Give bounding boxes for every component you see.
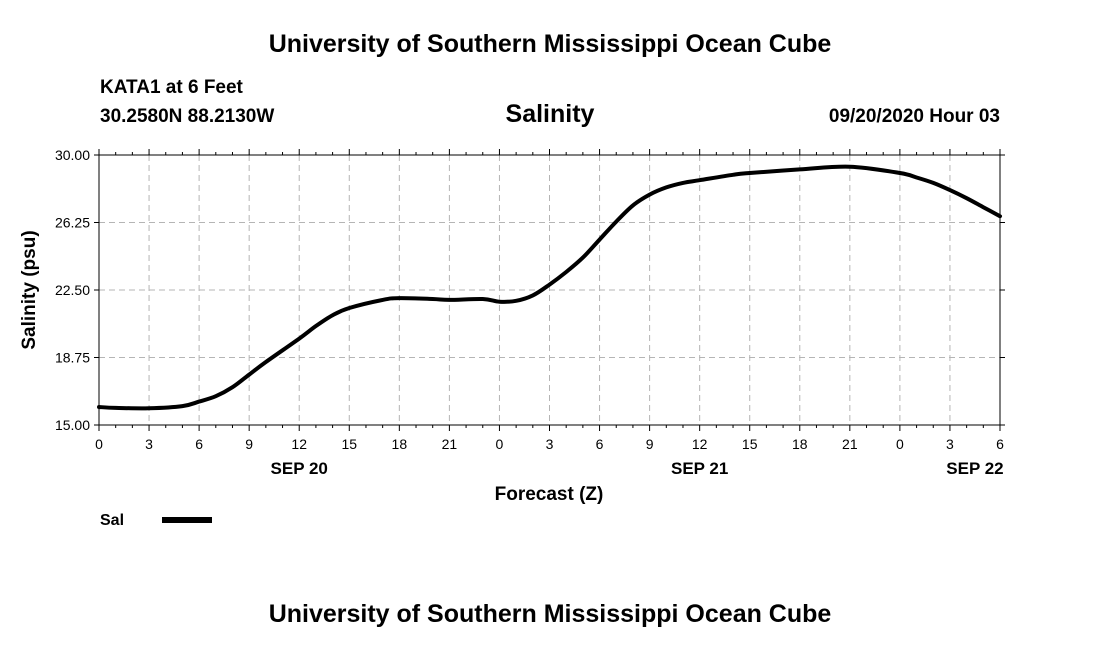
x-tick-label: 18 [392, 436, 408, 452]
date-label: SEP 22 [946, 459, 1003, 478]
date-label: SEP 20 [271, 459, 328, 478]
y-tick-label: 15.00 [55, 417, 90, 433]
forecast-timestamp: 09/20/2020 Hour 03 [828, 106, 1000, 127]
legend-swatch [162, 517, 212, 523]
x-tick-label: 15 [742, 436, 758, 452]
y-tick-label: 22.50 [55, 282, 90, 298]
x-axis-label: Forecast (Z) [495, 484, 604, 505]
x-tick-label: 21 [842, 436, 858, 452]
chart-title: Salinity [505, 100, 595, 128]
x-tick-label: 3 [145, 436, 153, 452]
salinity-series-line [97, 164, 1002, 411]
y-tick-label: 18.75 [55, 350, 90, 366]
x-tick-label: 6 [195, 436, 203, 452]
x-tick-label: 9 [646, 436, 654, 452]
x-tick-label: 12 [692, 436, 708, 452]
x-tick-label: 6 [596, 436, 604, 452]
x-tick-label: 0 [896, 436, 904, 452]
date-label: SEP 21 [671, 459, 728, 478]
x-tick-label: 3 [546, 436, 554, 452]
x-tick-label: 3 [946, 436, 954, 452]
station-label: KATA1 at 6 Feet [100, 77, 243, 98]
footer-title: University of Southern Mississippi Ocean… [268, 600, 832, 628]
x-tick-label: 9 [245, 436, 253, 452]
x-tick-label: 0 [95, 436, 103, 452]
legend-label: Sal [100, 512, 124, 529]
y-tick-label: 30.00 [55, 147, 90, 163]
x-tick-label: 21 [442, 436, 458, 452]
y-tick-label: 26.25 [55, 215, 90, 231]
x-tick-label: 18 [792, 436, 808, 452]
org-title: University of Southern Mississippi Ocean… [268, 30, 832, 58]
station-coords: 30.2580N 88.2130W [100, 106, 275, 127]
x-tick-label: 6 [996, 436, 1004, 452]
x-tick-label: 12 [291, 436, 307, 452]
y-axis-label: Salinity (psu) [19, 230, 40, 349]
x-tick-label: 15 [341, 436, 357, 452]
x-tick-label: 0 [496, 436, 504, 452]
